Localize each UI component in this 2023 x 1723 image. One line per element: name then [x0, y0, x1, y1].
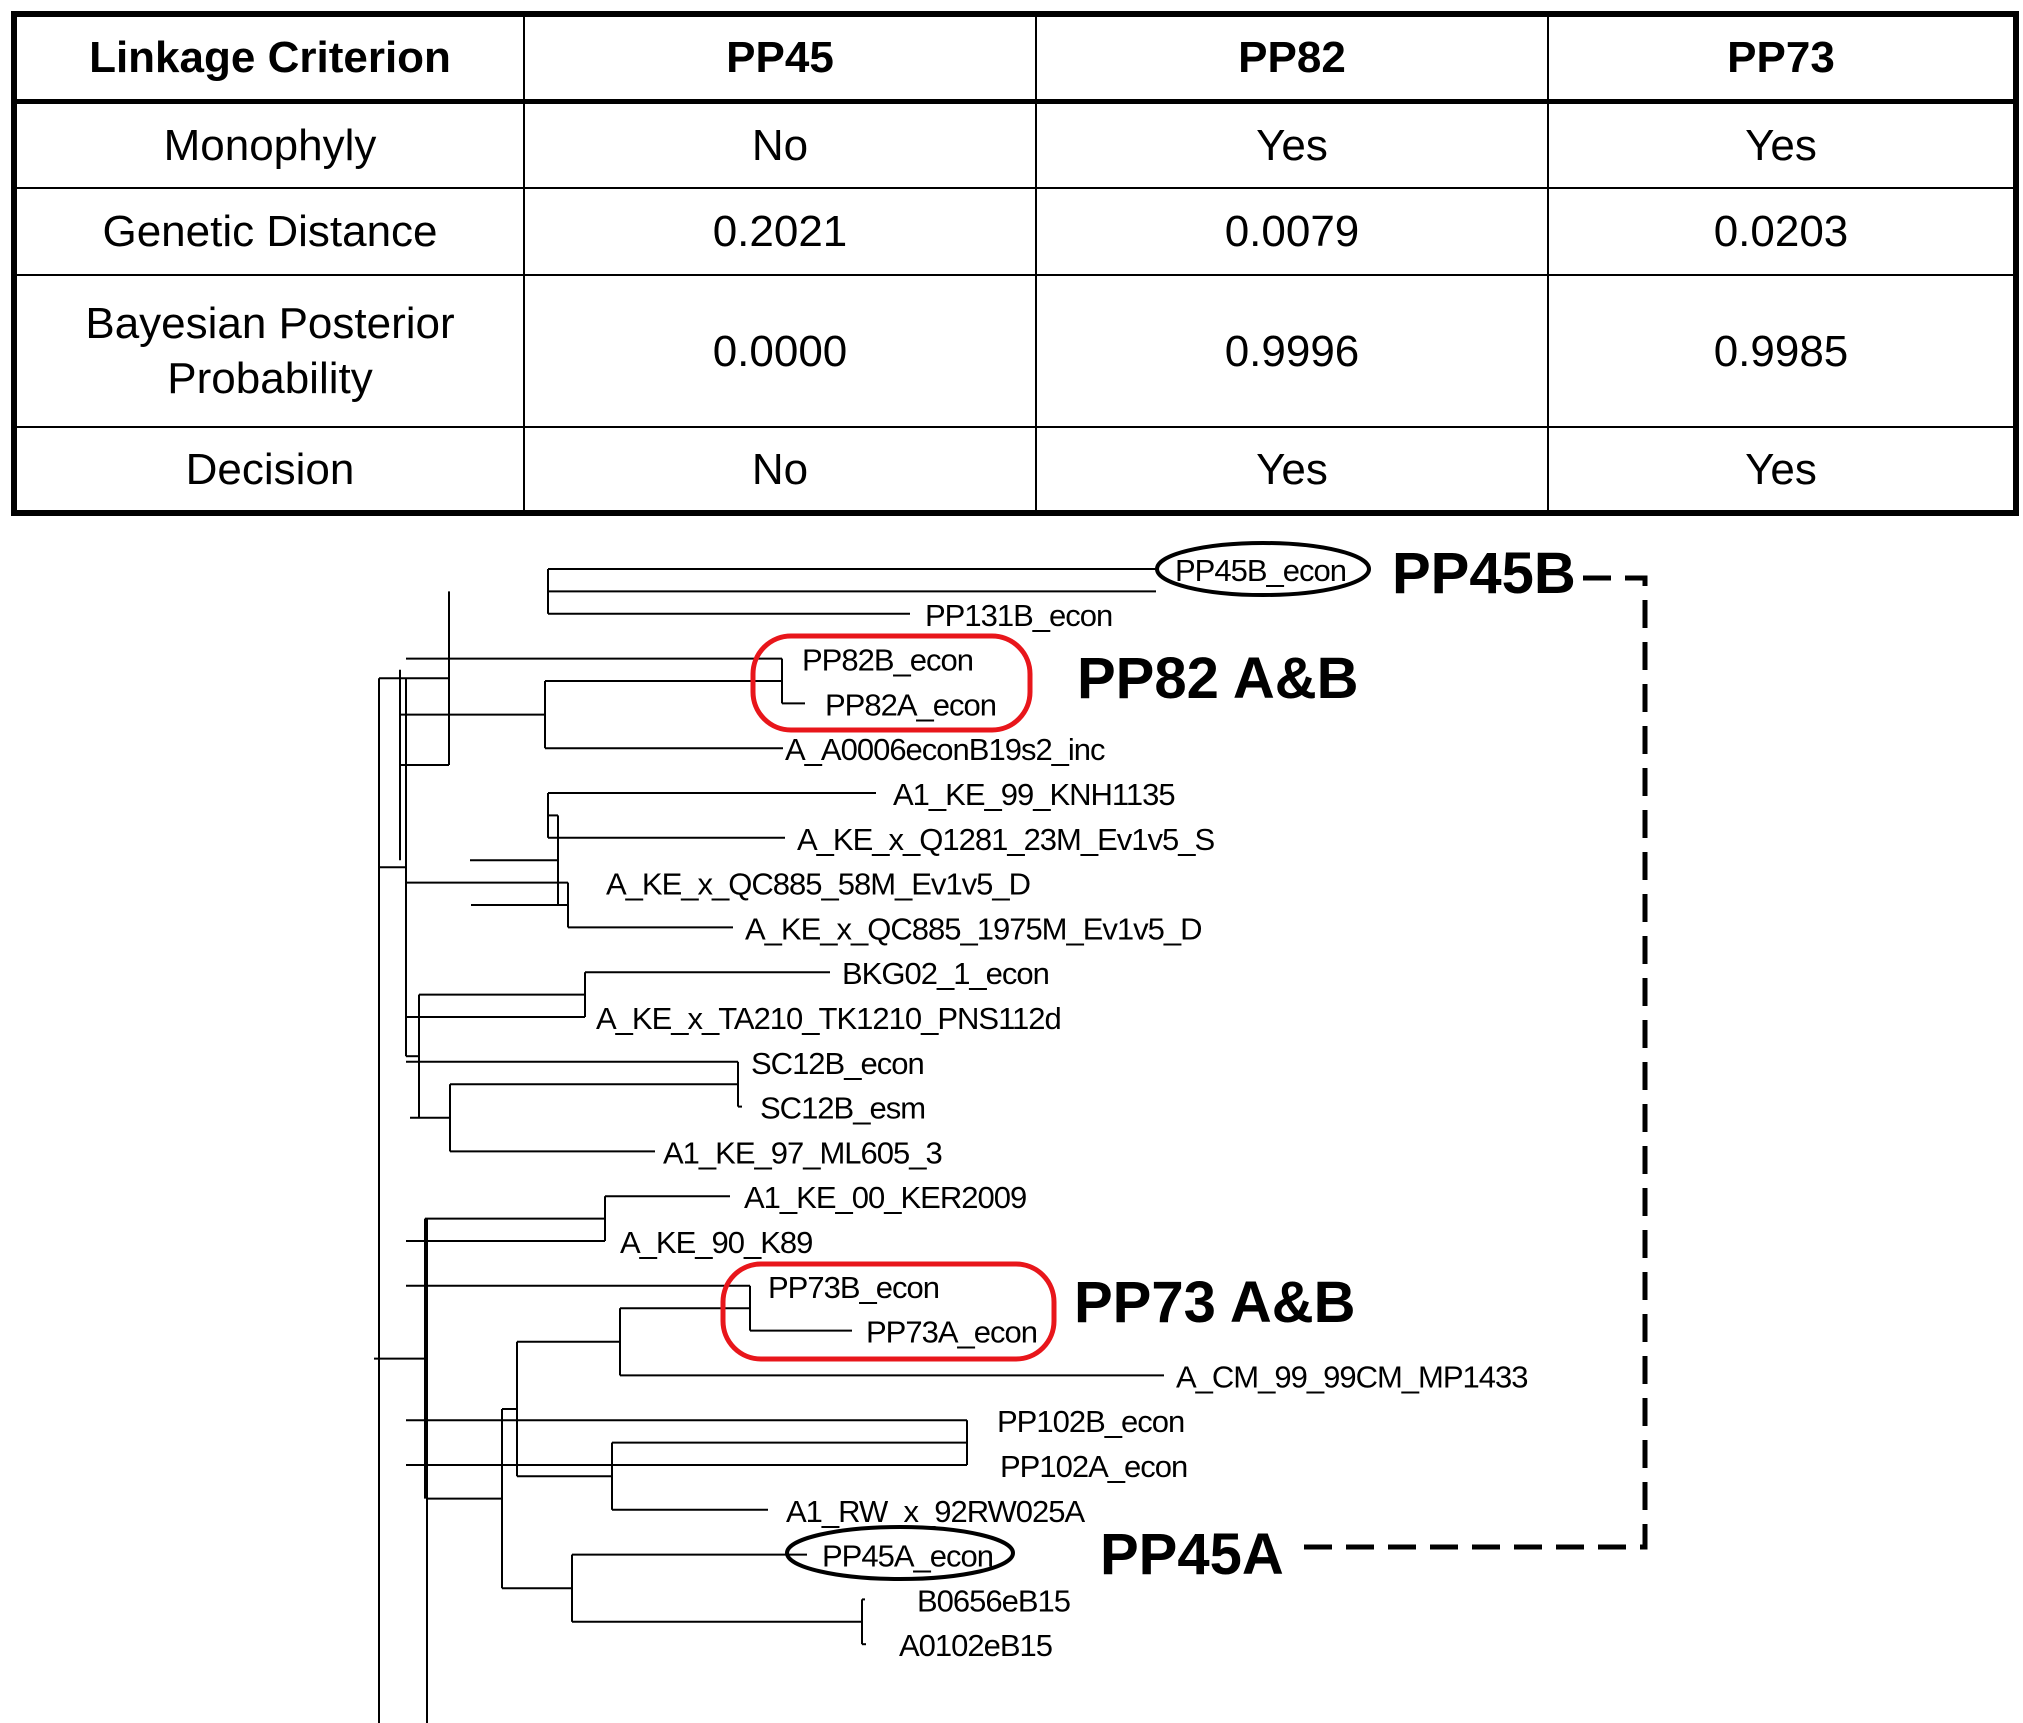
pp82-highlight-box — [750, 633, 1033, 733]
cell-pp82: Yes — [1035, 100, 1549, 189]
pp45b-oval — [1155, 541, 1371, 597]
taxon-label: A_KE_x_Q1281_23M_Ev1v5_S — [797, 822, 1215, 857]
cell-pp45: 0.2021 — [523, 187, 1037, 276]
taxon-label: PP73B_econ — [768, 1270, 939, 1305]
table-row-genetic-distance: Genetic Distance 0.2021 0.0079 0.0203 — [13, 187, 2017, 276]
row-label: Decision — [13, 426, 525, 514]
taxon-label: A_KE_x_TA210_TK1210_PNS112d — [596, 1001, 1061, 1036]
taxon-label: PP45B_econ — [1175, 553, 1346, 588]
pp45a-oval — [785, 1525, 1015, 1581]
pp73-annotation: PP73 A&B — [1074, 1270, 1356, 1335]
cell-pp73: Yes — [1547, 426, 2017, 514]
cell-pp73: 0.9985 — [1547, 274, 2017, 428]
cell-pp45: 0.0000 — [523, 274, 1037, 428]
taxon-label: A_CM_99_99CM_MP1433 — [1176, 1359, 1528, 1394]
taxon-label: A_KE_x_QC885_1975M_Ev1v5_D — [745, 911, 1202, 946]
taxon-label: PP102A_econ — [1000, 1449, 1187, 1484]
table-row-monophyly: Monophyly No Yes Yes — [13, 100, 2017, 189]
table-header-row: Linkage Criterion PP45 PP82 PP73 — [13, 13, 2017, 104]
linkage-criteria-table: Linkage Criterion PP45 PP82 PP73 Monophy… — [11, 11, 2019, 516]
pp45b-annotation: PP45B — [1392, 541, 1576, 606]
taxon-label: A1_KE_97_ML605_3 — [663, 1135, 942, 1170]
taxon-label: A1_KE_00_KER2009 — [744, 1180, 1026, 1215]
table-row-decision: Decision No Yes Yes — [13, 426, 2017, 514]
cell-pp82: 0.0079 — [1035, 187, 1549, 276]
taxon-label: B0656eB15 — [917, 1583, 1070, 1618]
tree-labels: PP45B_econ PP131B_econ PP82B_econ PP82A_eco… — [596, 553, 1529, 1663]
cell-pp73: 0.0203 — [1547, 187, 2017, 276]
taxon-label: PP82B_econ — [802, 643, 973, 678]
cell-pp45: No — [523, 426, 1037, 514]
row-label: Bayesian Posterior Probability — [13, 274, 525, 428]
tree-branches — [374, 568, 1164, 1723]
pp73-highlight-box — [720, 1261, 1057, 1362]
pp45a-annotation: PP45A — [1100, 1522, 1284, 1587]
taxon-label: A_KE_90_K89 — [620, 1225, 812, 1260]
row-label-text: Bayesian Posterior Probability — [85, 299, 455, 403]
taxon-label: BKG02_1_econ — [842, 956, 1049, 991]
header-linkage-criterion: Linkage Criterion — [13, 13, 525, 104]
row-label: Genetic Distance — [13, 187, 525, 276]
cell-pp73: Yes — [1547, 100, 2017, 189]
taxon-label: A1_RW_x_92RW025A — [786, 1494, 1086, 1529]
table-row-bayesian-posterior: Bayesian Posterior Probability 0.0000 0.… — [13, 274, 2017, 428]
taxon-label: PP73A_econ — [866, 1315, 1037, 1350]
taxon-label: SC12B_econ — [751, 1046, 924, 1081]
taxon-label: PP131B_econ — [925, 598, 1112, 633]
cell-pp45: No — [523, 100, 1037, 189]
taxon-label: A_KE_x_QC885_58M_Ev1v5_D — [606, 867, 1030, 902]
header-pp73: PP73 — [1547, 13, 2017, 104]
tree-annotations: PP45B PP82 A&B PP73 A&B PP45A — [720, 541, 1648, 1587]
taxon-label: A0102eB15 — [899, 1628, 1052, 1663]
cell-pp82: Yes — [1035, 426, 1549, 514]
header-pp82: PP82 — [1035, 13, 1549, 104]
taxon-label: PP102B_econ — [997, 1404, 1184, 1439]
row-label: Monophyly — [13, 100, 525, 189]
taxon-label: A1_KE_99_KNH1135 — [893, 777, 1175, 812]
taxon-label: PP82A_econ — [825, 687, 996, 722]
taxon-label: PP45A_econ — [822, 1539, 993, 1574]
cell-pp82: 0.9996 — [1035, 274, 1549, 428]
header-pp45: PP45 — [523, 13, 1037, 104]
taxon-label: A_A0006econB19s2_inc — [785, 732, 1105, 767]
taxon-label: SC12B_esm — [760, 1091, 925, 1126]
pp45-link-dashed-line — [1290, 575, 1648, 1550]
pp82-annotation: PP82 A&B — [1077, 646, 1359, 711]
